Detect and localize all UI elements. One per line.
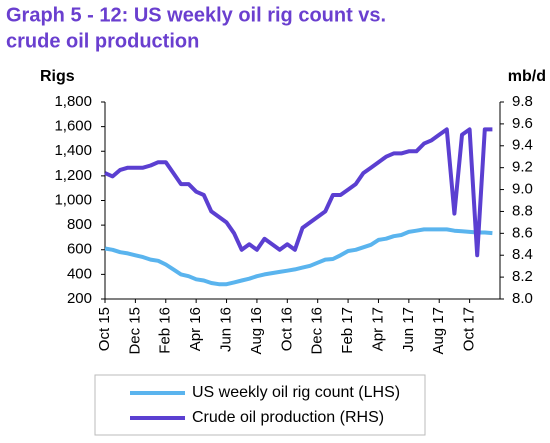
x-tick-label: Jun 16 (218, 307, 235, 352)
y-tick-label: 600 (67, 241, 92, 258)
chart-title: crude oil production (6, 30, 199, 52)
y2-tick-label: 8.0 (512, 290, 533, 307)
x-tick-label: Aug 16 (248, 307, 265, 355)
y2-tick-label: 9.4 (512, 137, 533, 154)
x-tick-label: Jun 17 (400, 307, 417, 352)
legend-label: US weekly oil rig count (LHS) (192, 384, 400, 401)
y2-tick-label: 8.8 (512, 202, 533, 219)
x-tick-label: Oct 16 (278, 307, 295, 351)
legend-label: Crude oil production (RHS) (192, 409, 384, 426)
y-tick-label: 1,400 (54, 142, 92, 159)
y2-tick-label: 9.6 (512, 115, 533, 132)
x-tick-label: Feb 17 (339, 307, 356, 354)
y2-tick-label: 9.2 (512, 159, 533, 176)
chart-title: Graph 5 - 12: US weekly oil rig count vs… (6, 4, 386, 26)
y-tick-label: 1,800 (54, 93, 92, 110)
y2-tick-label: 8.6 (512, 224, 533, 241)
series-line (104, 227, 493, 287)
y-tick-label: 1,200 (54, 167, 92, 184)
x-tick-label: Apr 17 (369, 307, 386, 351)
x-tick-label: Oct 17 (461, 307, 478, 351)
y2-tick-label: 8.4 (512, 246, 533, 263)
x-tick-label: Aug 17 (430, 307, 447, 355)
x-tick-label: Oct 15 (96, 307, 113, 351)
y-axis-label: Rigs (40, 68, 75, 85)
y2-axis-label: mb/d (508, 68, 546, 85)
x-tick-label: Feb 16 (157, 307, 174, 354)
series-line (104, 127, 493, 258)
y-tick-label: 1,000 (54, 191, 92, 208)
y-tick-label: 200 (67, 290, 92, 307)
legend-box (94, 374, 426, 436)
y2-tick-label: 9.8 (512, 93, 533, 110)
x-tick-label: Dec 16 (309, 307, 326, 355)
y-tick-label: 1,600 (54, 118, 92, 135)
y-tick-label: 800 (67, 216, 92, 233)
x-tick-label: Dec 15 (126, 307, 143, 355)
y-tick-label: 400 (67, 265, 92, 282)
y2-tick-label: 8.2 (512, 268, 533, 285)
y2-tick-label: 9.0 (512, 181, 533, 198)
x-tick-label: Apr 16 (187, 307, 204, 351)
